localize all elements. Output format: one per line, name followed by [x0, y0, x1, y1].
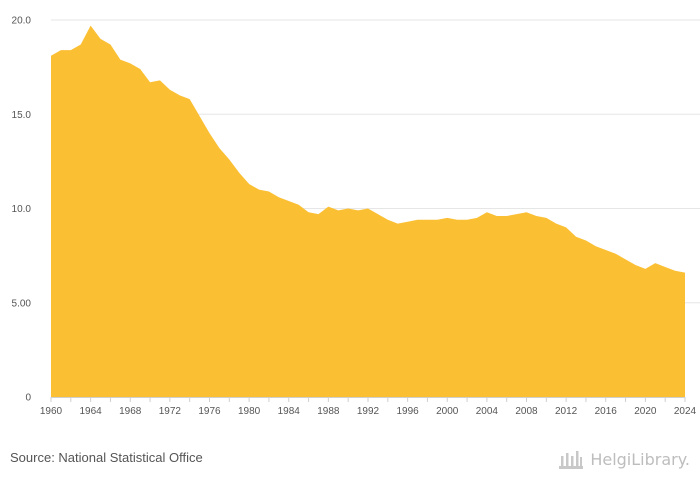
x-tick-label: 1984	[278, 406, 301, 417]
x-tick-label: 2008	[515, 406, 538, 417]
y-tick-label: 15.0	[12, 110, 32, 121]
y-tick-label: 0	[25, 393, 31, 404]
x-tick-label: 2012	[555, 406, 578, 417]
x-tick-label: 1996	[397, 406, 420, 417]
library-building-icon	[559, 451, 584, 469]
x-tick-label: 1992	[357, 406, 380, 417]
x-tick-label: 2020	[634, 406, 657, 417]
y-tick-label: 10.0	[12, 204, 32, 215]
x-tick-label: 1976	[198, 406, 221, 417]
area-series	[51, 25, 685, 397]
y-axis-labels: 0 5.00 10.0 15.0 20.0	[12, 16, 32, 404]
x-tick-label: 1960	[40, 406, 63, 417]
brand-name: HelgiLibrary.	[590, 449, 690, 469]
x-tick-label: 1968	[119, 406, 142, 417]
x-tick-label: 2004	[476, 406, 499, 417]
source-note: Source: National Statistical Office	[10, 450, 203, 465]
brand-logo: HelgiLibrary.	[558, 446, 690, 472]
x-tick-label: 2024	[674, 406, 697, 417]
x-tick-label: 2000	[436, 406, 459, 417]
y-tick-label: 5.00	[12, 298, 32, 309]
area-chart: 1960 1964 1968 1972 1976 1980 1984 1988 1992 1996…	[12, 16, 700, 417]
area-fill	[51, 25, 685, 397]
x-tick-label: 1972	[159, 406, 182, 417]
x-tick-label: 1980	[238, 406, 261, 417]
x-tick-label: 1964	[80, 406, 103, 417]
y-tick-label: 20.0	[12, 16, 32, 27]
x-axis: 1960 1964 1968 1972 1976 1980 1984 1988 1992 1996…	[40, 397, 697, 417]
x-tick-label: 2016	[595, 406, 618, 417]
x-tick-label: 1988	[317, 406, 340, 417]
